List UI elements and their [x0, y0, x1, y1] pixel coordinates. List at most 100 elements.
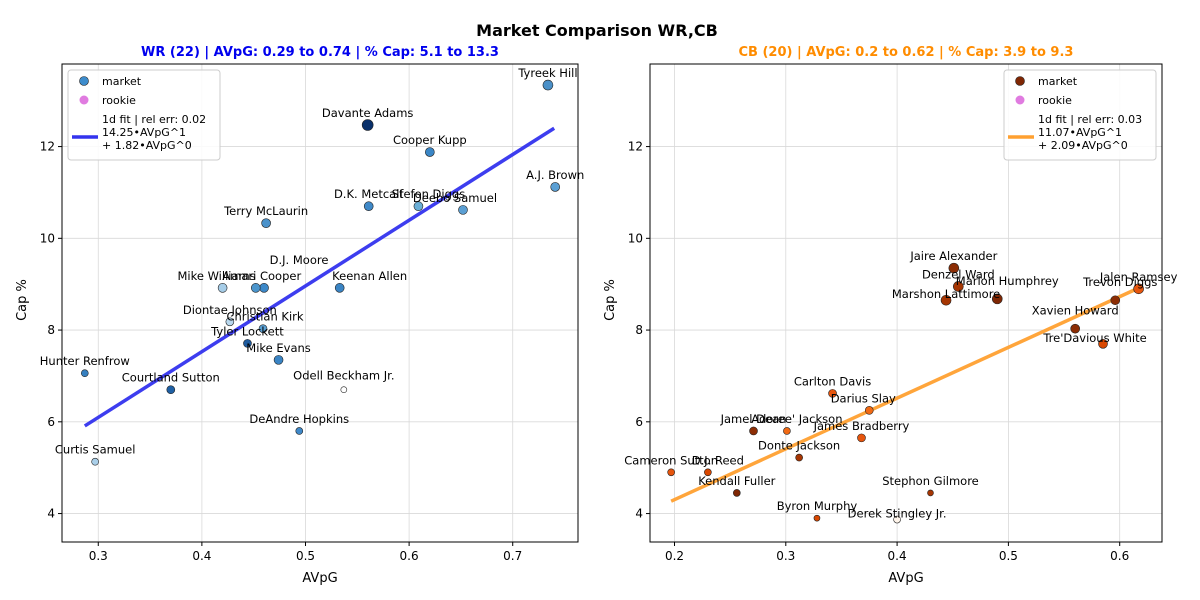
point-label: D.J. Reed: [692, 453, 744, 467]
data-point: [795, 453, 803, 462]
data-point: [704, 468, 712, 477]
chart-title: WR (22) | AVpG: 0.29 to 0.74 | % Cap: 5.…: [141, 45, 499, 60]
data-point: [217, 283, 228, 293]
data-point: [813, 514, 821, 522]
data-point: [273, 355, 284, 365]
chart-wr: WR (22) | AVpG: 0.29 to 0.74 | % Cap: 5.…: [15, 45, 584, 586]
point-label: Denzel Ward: [922, 267, 995, 281]
y-tick-label: 12: [40, 140, 55, 154]
point-label: Jamel Dean: [720, 412, 787, 426]
point-label: Cameron Sutton: [624, 453, 718, 467]
data-point: [295, 427, 304, 435]
legend-label: 1d fit | rel err: 0.02: [102, 113, 206, 126]
point-label: Terry McLaurin: [223, 204, 308, 218]
point-label: Tyler Lockett: [210, 324, 284, 338]
x-tick-label: 0.4: [192, 549, 211, 563]
data-point: [334, 283, 345, 293]
point-label: Kendall Fuller: [698, 474, 775, 488]
legend-label: market: [102, 75, 142, 88]
x-axis-label: AVpG: [888, 571, 923, 586]
data-point: [361, 119, 374, 131]
data-point: [1098, 339, 1108, 349]
data-point: [828, 389, 837, 398]
axes-frame: [649, 63, 1163, 543]
data-point: [91, 457, 99, 466]
x-tick-label: 0.4: [888, 549, 907, 563]
point-label: Darius Slay: [831, 391, 896, 405]
point-label: James Bradberry: [813, 419, 910, 433]
legend-label: 1d fit | rel err: 0.03: [1038, 113, 1142, 126]
data-point: [261, 218, 271, 228]
x-axis-label: AVpG: [302, 571, 337, 586]
point-label: Jalen Ramsey: [1099, 270, 1178, 284]
data-point: [1110, 295, 1121, 306]
point-label: Courtland Sutton: [122, 371, 220, 385]
fit-line: [670, 284, 1143, 503]
x-tick-label: 0.6: [400, 549, 419, 563]
y-tick-label: 10: [40, 231, 55, 245]
point-label: Carlton Davis: [794, 374, 871, 388]
legend-marker: [1015, 95, 1025, 105]
y-tick-label: 4: [635, 507, 643, 521]
y-axis-label: Cap %: [15, 279, 30, 321]
data-point: [250, 283, 261, 293]
point-label: Mike Evans: [246, 341, 311, 355]
data-point: [243, 339, 252, 348]
data-point: [733, 489, 741, 497]
x-tick-label: 0.5: [296, 549, 315, 563]
point-label: Hunter Renfrow: [40, 354, 130, 368]
point-label: Odell Beckham Jr.: [293, 369, 394, 383]
point-label: Donte Jackson: [758, 439, 840, 453]
point-label: Jaire Alexander: [909, 249, 997, 263]
figure-title: Market Comparison WR,CB: [476, 21, 718, 40]
legend-label: 14.25•AVpG^1: [102, 126, 186, 139]
point-label: D.J. Moore: [270, 253, 329, 267]
legend-label: + 1.82•AVpG^0: [102, 139, 192, 152]
point-label: DeAndre Hopkins: [249, 412, 349, 426]
data-point: [340, 386, 348, 394]
x-tick-label: 0.3: [776, 549, 795, 563]
legend-label: + 2.09•AVpG^0: [1038, 139, 1128, 152]
fit-line: [83, 126, 556, 428]
legend-label: market: [1038, 75, 1078, 88]
data-point: [953, 281, 964, 292]
point-label: Marshon Lattimore: [892, 287, 1000, 301]
point-label: Davante Adams: [322, 106, 414, 120]
point-label: Stephon Gilmore: [882, 474, 979, 488]
point-label: Cooper Kupp: [393, 133, 467, 147]
data-point: [550, 182, 561, 192]
point-label: Diontae Johnson: [183, 303, 277, 317]
point-label: Byron Murphy: [777, 499, 858, 513]
data-point: [991, 293, 1003, 305]
x-tick-label: 0.7: [503, 549, 522, 563]
legend-label: rookie: [1038, 94, 1072, 107]
data-point: [783, 427, 791, 435]
point-label: Trevon Diggs: [1082, 275, 1157, 289]
data-point: [749, 426, 758, 436]
data-point: [166, 385, 176, 395]
plot-area: Tyreek Hill Davante Adams Cooper Kupp A.J. …: [40, 63, 584, 563]
data-point: [1070, 323, 1080, 334]
data-point: [857, 433, 866, 443]
y-tick-label: 6: [635, 415, 643, 429]
legend-box: [67, 69, 221, 161]
chart-title: CB (20) | AVpG: 0.2 to 0.62 | % Cap: 3.9…: [739, 45, 1074, 60]
point-label: Amari Cooper: [222, 269, 301, 283]
data-point: [893, 515, 901, 524]
point-label: Adoree' Jackson: [751, 412, 842, 426]
point-label: Marlon Humphrey: [956, 274, 1059, 288]
point-label: Deebo Samuel: [413, 191, 497, 205]
point-label: Xavien Howard: [1032, 304, 1119, 318]
data-point: [413, 201, 424, 212]
y-tick-label: 8: [47, 323, 55, 337]
point-label: Mike Williams: [177, 269, 255, 283]
data-point: [363, 201, 374, 212]
data-point: [225, 317, 235, 327]
legend-marker: [1015, 76, 1025, 86]
y-tick-label: 10: [628, 231, 643, 245]
legend: market rookie 1d fit | rel err: 0.0214.25•…: [67, 69, 221, 161]
data-point: [864, 406, 874, 415]
plot-area: Jaire Alexander Denzel Ward Jalen Ramsey Ma…: [624, 63, 1178, 563]
point-label: Derek Stingley Jr.: [848, 507, 947, 521]
y-tick-label: 6: [47, 415, 55, 429]
